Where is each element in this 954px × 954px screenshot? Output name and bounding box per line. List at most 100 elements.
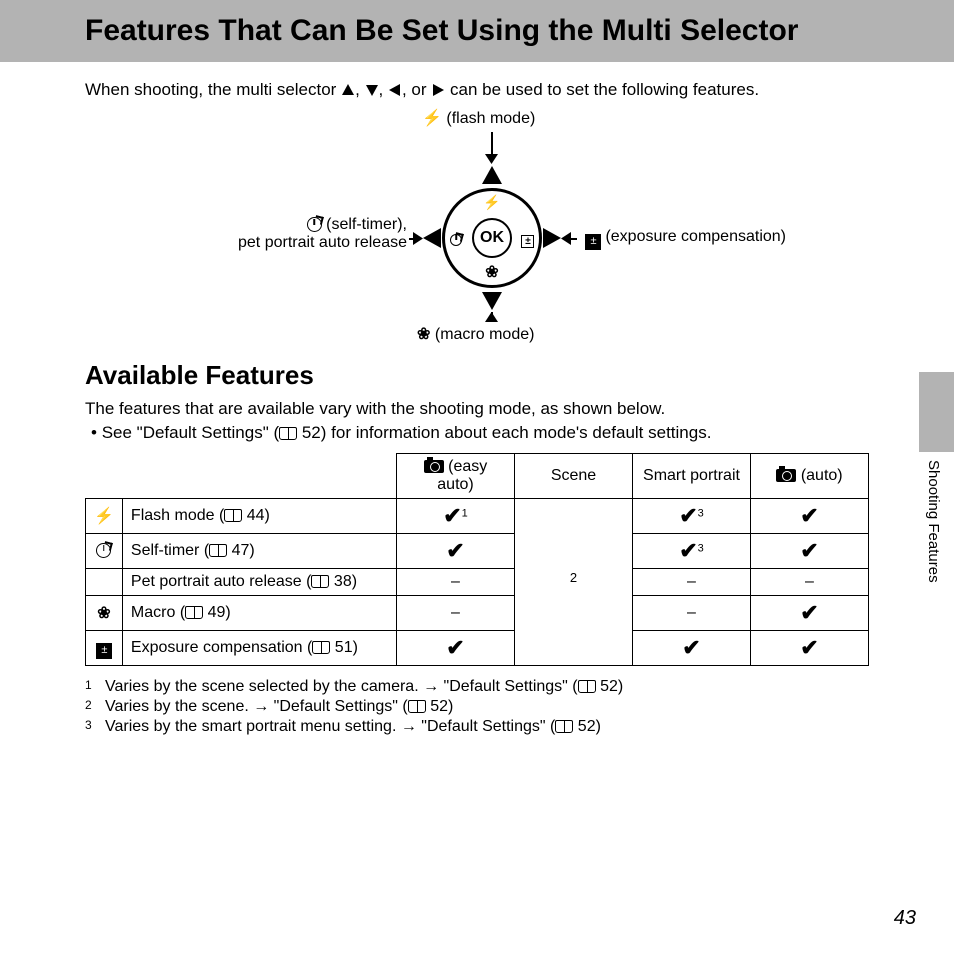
macro-label-b: 49) xyxy=(203,604,231,621)
sup: 3 xyxy=(698,508,704,520)
table-row: Pet portrait auto release ( 38) – – – xyxy=(86,569,869,596)
book-icon xyxy=(209,544,227,557)
book-icon xyxy=(578,680,596,693)
diagram-bottom-text: (macro mode) xyxy=(435,326,535,343)
timer-label-a: Self-timer ( xyxy=(131,542,209,559)
footnote-3: 3Varies by the smart portrait menu setti… xyxy=(85,718,869,736)
down-triangle-icon xyxy=(365,83,379,97)
bullet-b: 52) for information about each mode's de… xyxy=(297,423,711,442)
row-timer-label: Self-timer ( 47) xyxy=(122,534,396,569)
pet-easy: – xyxy=(397,569,515,596)
diagram-top-line xyxy=(491,132,493,156)
timer-auto: ✔ xyxy=(751,534,869,569)
check: ✔ xyxy=(800,600,818,625)
intro-text: When shooting, the multi selector , , , … xyxy=(85,80,869,100)
page-title: Features That Can Be Set Using the Multi… xyxy=(85,14,954,48)
bullet-a: See "Default Settings" ( xyxy=(102,423,279,442)
flash-easy: ✔1 xyxy=(397,499,515,534)
check: ✔ xyxy=(800,635,818,660)
row-macro-label: Macro ( 49) xyxy=(122,596,396,631)
diagram-right-arrowhead xyxy=(561,232,571,245)
diagram-center-ring: OK ⚡ ± xyxy=(442,188,542,288)
diagram-left-text2: pet portrait auto release xyxy=(238,234,407,251)
table-header-row: (easy auto) Scene Smart portrait (auto) xyxy=(86,454,869,499)
fn2-a: Varies by the scene. → "Default Settings… xyxy=(105,698,408,715)
check: ✔ xyxy=(443,503,461,528)
check: ✔ xyxy=(800,538,818,563)
bullet-item: • See "Default Settings" ( 52) for infor… xyxy=(85,423,869,443)
ring-flash-icon: ⚡ xyxy=(483,194,500,211)
macro-icon xyxy=(417,326,430,343)
macro-label-a: Macro ( xyxy=(131,604,185,621)
macro-icon xyxy=(97,605,110,622)
check: ✔ xyxy=(446,538,464,563)
book-icon xyxy=(555,720,573,733)
row-pet-label: Pet portrait auto release ( 38) xyxy=(122,569,396,596)
footnote-1: 1Varies by the scene selected by the cam… xyxy=(85,678,869,696)
pet-label-b: 38) xyxy=(329,573,357,590)
page-title-bar: Features That Can Be Set Using the Multi… xyxy=(0,0,954,62)
section-title: Available Features xyxy=(85,360,869,391)
row-pet-icon-cell xyxy=(86,569,123,596)
book-icon xyxy=(279,427,297,440)
ec-label-b: 51) xyxy=(330,639,358,656)
col-easy-auto: (easy auto) xyxy=(397,454,515,499)
macro-easy: – xyxy=(397,596,515,631)
timer-smart: ✔3 xyxy=(633,534,751,569)
fn3-a: Varies by the smart portrait menu settin… xyxy=(105,718,555,735)
flash-smart: ✔3 xyxy=(633,499,751,534)
pet-smart: – xyxy=(633,569,751,596)
intro-part-a: When shooting, the multi selector xyxy=(85,80,341,99)
macro-auto: ✔ xyxy=(751,596,869,631)
multi-selector-diagram: ⚡ (flash mode) (macro mode) (self-timer)… xyxy=(97,108,857,338)
col-smart: Smart portrait xyxy=(633,454,751,499)
left-triangle-icon xyxy=(388,83,402,97)
diagram-right-text: (exposure compensation) xyxy=(605,228,786,245)
side-section-label: Shooting Features xyxy=(922,460,942,660)
fn1-a: Varies by the scene selected by the came… xyxy=(105,678,578,695)
pet-auto: – xyxy=(751,569,869,596)
flash-label-b: 44) xyxy=(242,507,270,524)
ec-easy: ✔ xyxy=(397,631,515,666)
exposure-comp-icon: ± xyxy=(96,643,112,659)
self-timer-icon xyxy=(307,217,322,232)
check: ✔ xyxy=(800,503,818,528)
ring-ec-icon: ± xyxy=(521,228,534,248)
scene-merged-cell: 2 xyxy=(515,499,633,666)
book-icon xyxy=(311,575,329,588)
diagram-down-triangle xyxy=(482,292,502,310)
timer-label-b: 47) xyxy=(227,542,255,559)
intro-part-b: can be used to set the following feature… xyxy=(450,80,759,99)
fn3-b: 52) xyxy=(573,718,601,735)
section-intro: The features that are available vary wit… xyxy=(85,399,869,419)
up-triangle-icon xyxy=(341,83,355,97)
footnotes: 1Varies by the scene selected by the cam… xyxy=(85,678,869,736)
ec-label-a: Exposure compensation ( xyxy=(131,639,312,656)
diagram-right-label: ± (exposure compensation) xyxy=(585,228,786,250)
ok-button-graphic: OK xyxy=(472,218,512,258)
timer-easy: ✔ xyxy=(397,534,515,569)
footnote-2: 2Varies by the scene. → "Default Setting… xyxy=(85,698,869,716)
book-icon xyxy=(185,606,203,619)
sup: 1 xyxy=(462,508,468,520)
col-easy-label: (easy auto) xyxy=(437,458,487,493)
col-auto-label: (auto) xyxy=(801,467,843,484)
row-flash-label: Flash mode ( 44) xyxy=(122,499,396,534)
self-timer-icon xyxy=(96,543,111,558)
features-table: (easy auto) Scene Smart portrait (auto) … xyxy=(85,453,869,666)
blank-header xyxy=(86,454,397,499)
right-triangle-icon xyxy=(431,83,445,97)
book-icon xyxy=(408,700,426,713)
easy-auto-camera-icon xyxy=(424,460,444,473)
check: ✔ xyxy=(682,635,700,660)
table-row: Self-timer ( 47) ✔ ✔3 ✔ xyxy=(86,534,869,569)
book-icon xyxy=(224,509,242,522)
diagram-top-arrowhead xyxy=(485,154,498,164)
row-ec-icon-cell: ± xyxy=(86,631,123,666)
flash-auto: ✔ xyxy=(751,499,869,534)
flash-label-a: Flash mode ( xyxy=(131,507,224,524)
diagram-left-label: (self-timer), pet portrait auto release xyxy=(187,216,407,252)
sup: 3 xyxy=(698,543,704,555)
pet-label-a: Pet portrait auto release ( xyxy=(131,573,312,590)
diagram-up-triangle xyxy=(482,166,502,184)
